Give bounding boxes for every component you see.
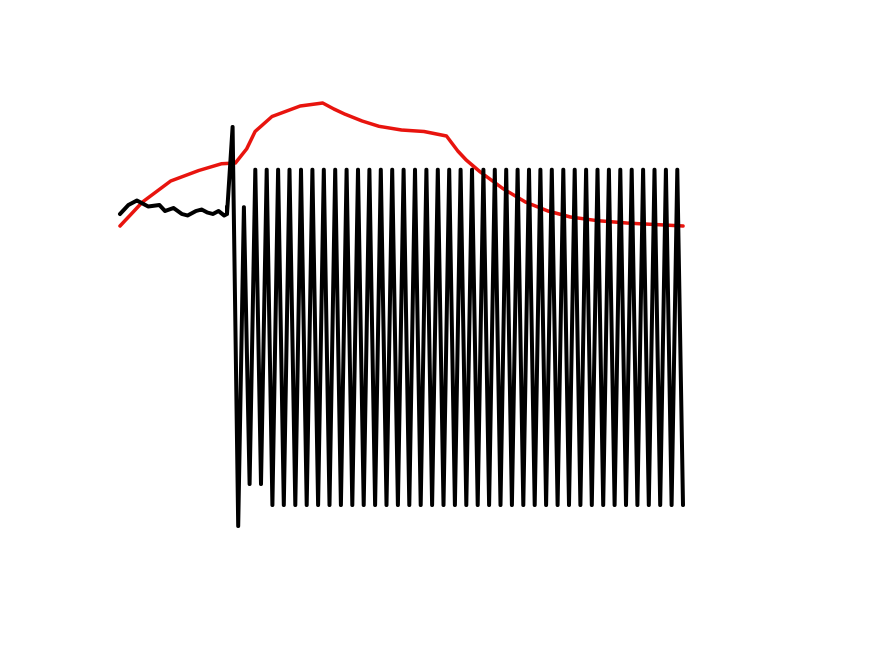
series-line-black	[118, 125, 685, 528]
